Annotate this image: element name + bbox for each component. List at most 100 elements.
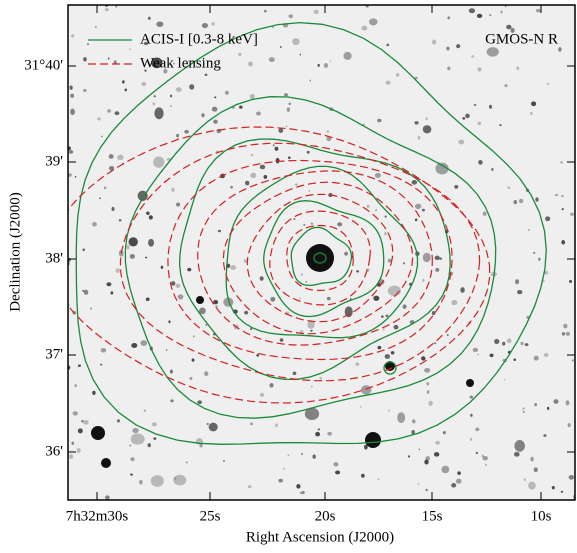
source — [97, 117, 101, 121]
source — [457, 471, 461, 475]
source — [431, 311, 436, 316]
source — [475, 451, 478, 455]
source — [503, 378, 506, 381]
source — [517, 289, 523, 295]
source — [172, 62, 175, 65]
source — [287, 454, 290, 456]
y-tick-label: 38' — [45, 250, 63, 266]
source — [68, 149, 74, 154]
source — [272, 144, 275, 147]
source — [507, 186, 511, 190]
source — [571, 359, 574, 362]
source — [269, 383, 274, 388]
source — [244, 310, 249, 315]
source — [527, 228, 531, 231]
source — [561, 332, 566, 336]
y-tick-label: 39' — [45, 153, 63, 169]
source — [433, 452, 440, 457]
source — [104, 8, 109, 12]
source — [82, 248, 85, 252]
source — [545, 216, 551, 222]
bright-source — [101, 458, 111, 468]
source — [130, 457, 135, 462]
source — [170, 369, 173, 374]
source — [170, 281, 176, 286]
source — [72, 411, 78, 416]
source — [522, 407, 525, 410]
source — [122, 80, 125, 84]
source — [199, 443, 203, 448]
source — [482, 455, 488, 461]
source — [69, 454, 74, 460]
source — [148, 215, 153, 220]
bright-source — [466, 379, 474, 387]
source — [199, 307, 206, 315]
source — [177, 294, 184, 300]
source — [143, 42, 148, 46]
source — [533, 355, 539, 361]
source — [105, 495, 110, 500]
source — [175, 87, 182, 92]
source — [115, 268, 120, 273]
source — [473, 103, 477, 107]
source — [71, 34, 75, 38]
source — [250, 172, 257, 179]
source — [360, 385, 372, 395]
source — [139, 479, 143, 485]
lensing-contour — [119, 142, 481, 382]
source — [111, 206, 115, 212]
source — [446, 334, 449, 336]
source — [286, 107, 291, 112]
source — [390, 351, 395, 355]
source — [384, 232, 387, 236]
source — [170, 399, 174, 403]
source — [543, 434, 547, 437]
source — [471, 55, 475, 58]
source — [565, 400, 570, 406]
source — [337, 222, 343, 227]
source — [131, 343, 138, 348]
source — [422, 278, 425, 282]
source — [417, 135, 421, 140]
source — [264, 9, 267, 13]
source — [560, 160, 564, 164]
source — [169, 105, 173, 108]
source — [377, 118, 382, 123]
frame — [67, 4, 576, 501]
source — [118, 219, 122, 222]
source — [292, 371, 297, 376]
source — [168, 320, 171, 324]
source — [288, 102, 291, 105]
source — [326, 130, 330, 133]
source — [387, 258, 392, 263]
y-tick-label: 36' — [45, 443, 63, 459]
source — [343, 51, 352, 60]
source — [250, 327, 253, 331]
source — [326, 296, 331, 301]
source — [146, 211, 150, 215]
bright-source — [306, 244, 334, 272]
source — [485, 463, 487, 466]
source — [100, 348, 107, 353]
source — [468, 8, 476, 14]
source — [356, 270, 359, 273]
x-tick-label: 25s — [200, 508, 221, 524]
source — [191, 358, 195, 362]
source — [373, 295, 380, 301]
source — [163, 68, 168, 74]
source — [230, 185, 233, 189]
y-axis-label: Declination (J2000) — [7, 192, 23, 312]
source — [533, 467, 538, 473]
source — [524, 343, 529, 347]
source — [395, 73, 400, 77]
source — [514, 439, 525, 452]
contours — [68, 21, 547, 445]
source — [99, 363, 103, 366]
source — [393, 324, 399, 330]
source — [132, 427, 139, 434]
source — [502, 341, 506, 346]
source — [292, 38, 300, 46]
source — [197, 400, 203, 405]
source — [414, 121, 419, 125]
source — [355, 362, 360, 367]
